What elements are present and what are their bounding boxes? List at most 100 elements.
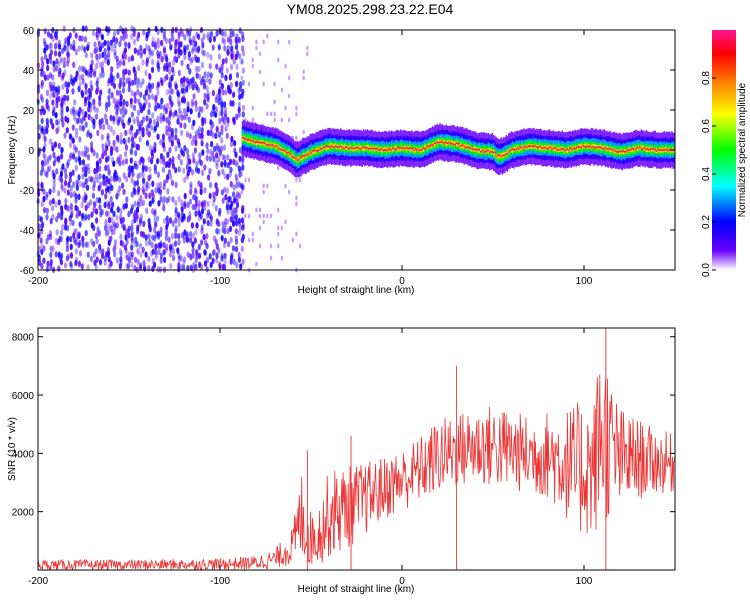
noise-cell: [215, 125, 219, 133]
ridge-cell: [380, 147, 383, 153]
noise-cell: [273, 81, 276, 87]
noise-cell: [112, 36, 116, 43]
noise-cell: [174, 167, 178, 174]
y-tick-label: 20: [23, 106, 35, 117]
ridge-cell: [245, 137, 248, 140]
noise-cell: [61, 83, 65, 90]
noise-cell: [84, 178, 88, 185]
noise-cell: [100, 208, 104, 216]
noise-cell: [139, 213, 143, 221]
noise-cell: [115, 37, 119, 44]
noise-cell: [189, 231, 193, 238]
noise-cell: [232, 214, 236, 222]
noise-cell: [186, 101, 190, 108]
noise-cell: [98, 258, 103, 266]
noise-cell: [169, 262, 173, 270]
noise-cell: [284, 63, 287, 69]
ridge-cell: [636, 146, 639, 149]
noise-cell: [109, 235, 113, 242]
noise-cell: [142, 188, 146, 195]
ridge-cell: [244, 138, 246, 140]
noise-cell: [251, 117, 254, 123]
noise-cell: [177, 252, 181, 259]
ridge-cell: [537, 147, 539, 149]
noise-cell: [72, 232, 76, 239]
noise-cell: [124, 144, 129, 151]
noise-cell: [115, 146, 119, 153]
noise-cell: [169, 244, 173, 251]
ridge-cell: [317, 147, 319, 153]
noise-cell: [237, 101, 241, 109]
noise-cell: [188, 166, 192, 173]
noise-cell: [65, 106, 69, 113]
ridge-cell: [389, 147, 391, 150]
noise-cell: [65, 204, 69, 211]
noise-cell: [81, 235, 85, 243]
noise-cell: [133, 180, 137, 187]
noise-cell: [130, 55, 134, 62]
ridge-cell: [599, 146, 602, 149]
noise-cell: [106, 40, 110, 47]
noise-cell: [67, 181, 71, 188]
noise-cell: [158, 50, 162, 58]
ridge-cell: [277, 146, 279, 149]
noise-cell: [162, 53, 166, 61]
ridge-cell: [438, 141, 440, 144]
noise-cell: [251, 63, 254, 69]
noise-cell: [109, 39, 113, 46]
noise-cell: [66, 95, 70, 102]
noise-cell: [288, 75, 291, 81]
noise-cell: [192, 119, 196, 127]
ridge-cell: [361, 146, 363, 151]
ridge-cell: [650, 147, 653, 153]
ridge-cell: [392, 147, 394, 149]
ridge-cell: [475, 148, 477, 150]
noise-cell: [223, 186, 227, 193]
ridge-cell: [441, 141, 444, 143]
ridge-cell: [264, 142, 267, 145]
noise-cell: [98, 61, 103, 69]
noise-cell: [187, 116, 192, 124]
noise-cell: [51, 205, 55, 212]
noise-cell: [112, 83, 117, 90]
ridge-cell: [506, 149, 509, 155]
noise-cell: [130, 261, 134, 268]
noise-cell: [217, 220, 221, 228]
noise-cell: [103, 39, 107, 47]
ridge-cell: [416, 149, 418, 151]
noise-cell: [197, 252, 202, 260]
noise-cell: [218, 79, 222, 86]
noise-cell: [237, 251, 241, 259]
noise-cell: [49, 251, 53, 259]
noise-cell: [152, 118, 157, 126]
noise-cell: [218, 207, 222, 215]
ridge-cell: [387, 148, 389, 151]
snr-line: [37, 374, 676, 572]
noise-cell: [225, 187, 229, 194]
noise-cell: [48, 199, 53, 206]
noise-cell: [51, 245, 55, 253]
ridge-cell: [636, 146, 639, 152]
noise-cell: [59, 258, 64, 266]
noise-cell: [147, 156, 151, 163]
noise-cell: [74, 239, 78, 246]
noise-cell: [143, 48, 147, 55]
noise-cell: [58, 67, 62, 74]
noise-cell: [195, 160, 199, 168]
noise-cell: [109, 175, 113, 182]
noise-cell: [200, 106, 204, 113]
noise-cell: [215, 163, 219, 170]
ridge-cell: [418, 149, 421, 152]
noise-cell: [55, 216, 59, 223]
ridge-cell: [399, 146, 402, 151]
noise-cell: [145, 43, 149, 51]
noise-cell: [95, 31, 99, 38]
ridge-cell: [287, 151, 290, 154]
ridge-cell: [613, 148, 616, 151]
noise-cell: [127, 136, 131, 144]
noise-cell: [288, 93, 291, 99]
noise-cell: [139, 195, 143, 202]
snr-y-axis-label: SNR (10 * v/v): [7, 417, 18, 481]
noise-cell: [302, 69, 305, 75]
noise-cell: [109, 125, 113, 133]
